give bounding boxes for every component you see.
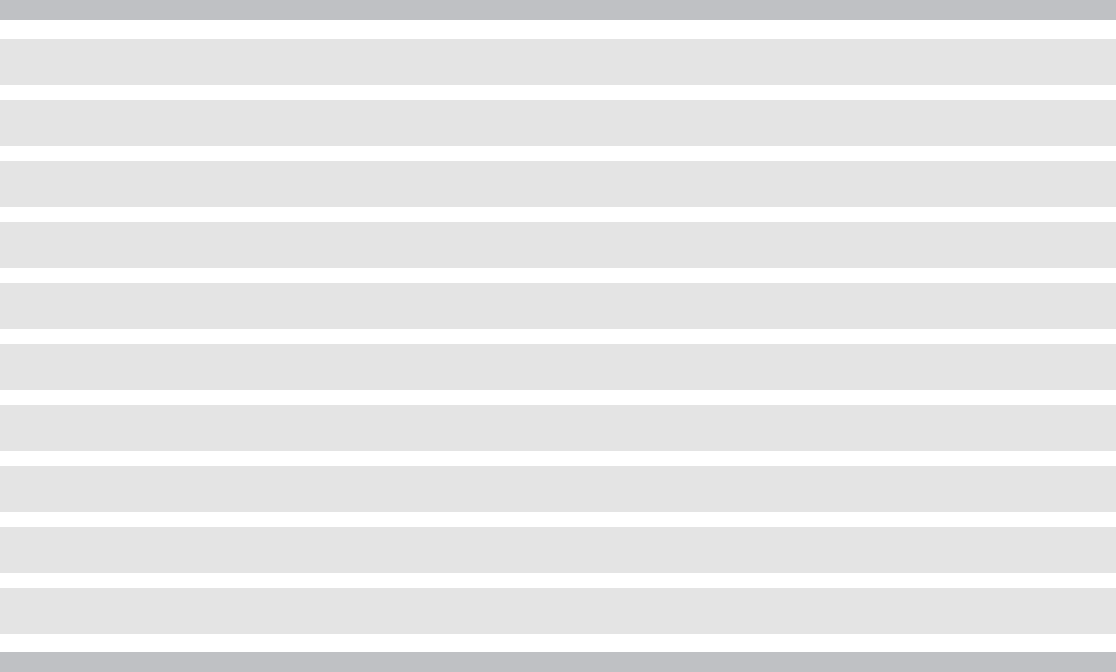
skeleton-row <box>0 344 1116 390</box>
skeleton-row <box>0 283 1116 329</box>
bottom-loading-bar <box>0 652 1116 672</box>
skeleton-container <box>0 0 1116 672</box>
skeleton-rows <box>0 39 1116 634</box>
skeleton-row <box>0 466 1116 512</box>
skeleton-row <box>0 222 1116 268</box>
skeleton-row <box>0 588 1116 634</box>
skeleton-row <box>0 100 1116 146</box>
skeleton-row <box>0 39 1116 85</box>
skeleton-row <box>0 527 1116 573</box>
skeleton-row <box>0 405 1116 451</box>
top-loading-bar <box>0 0 1116 20</box>
skeleton-row <box>0 161 1116 207</box>
